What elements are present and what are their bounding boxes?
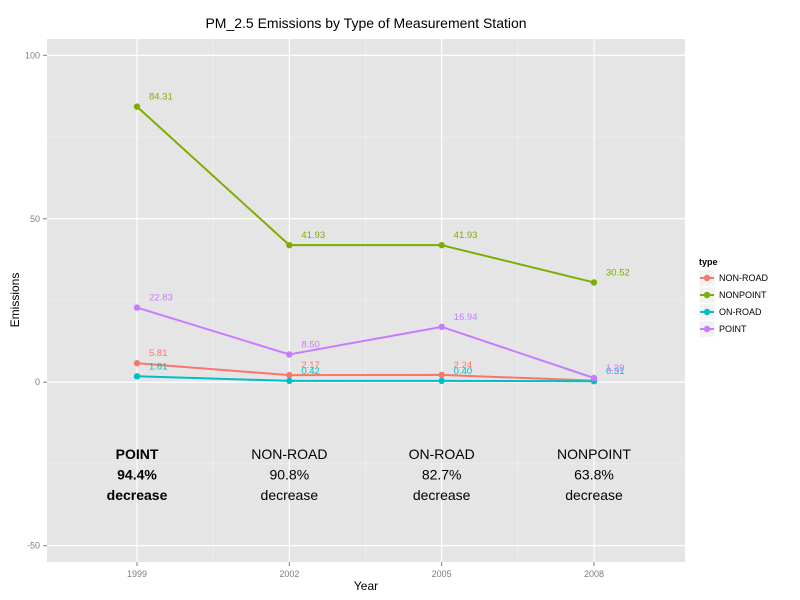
data-point: [286, 351, 293, 358]
annotation-text: 90.8%: [269, 467, 309, 483]
y-tick-label: 50: [30, 214, 40, 224]
data-label: 8.50: [301, 339, 320, 350]
data-label: 84.31: [149, 92, 173, 103]
series-group: [133, 103, 598, 385]
x-tick-label: 2005: [432, 569, 452, 579]
y-tick-label: -50: [27, 541, 40, 551]
annotation-block: NON-ROAD 90.8% decrease: [251, 446, 327, 503]
grid: [47, 39, 685, 562]
legend-key-point: [703, 291, 711, 299]
legend-label: NON-ROAD: [719, 273, 768, 283]
annotation-block: ON-ROAD 82.7% decrease: [409, 446, 475, 503]
x-tick-label: 2008: [584, 569, 604, 579]
legend-item: NON-ROAD: [698, 269, 768, 287]
data-label: 2.17: [301, 360, 320, 371]
data-point: [133, 360, 141, 367]
legend-key-point: [703, 325, 711, 333]
series-line-non-road: [136, 362, 595, 382]
y-tick-label: 100: [25, 50, 40, 60]
x-tick-label: 2002: [279, 569, 299, 579]
data-point: [133, 103, 141, 110]
annotation-text: NONPOINT: [557, 446, 631, 462]
data-label: 16.94: [454, 312, 478, 323]
legend-title: type: [699, 257, 718, 267]
annotation-text: 94.4%: [117, 467, 157, 483]
data-point: [286, 371, 293, 379]
annotation-text: decrease: [413, 487, 471, 503]
data-labels: 5.81 2.17 2.24 84.31 41.93 41.93 30.52 1.81 0.42…: [149, 92, 630, 378]
series-line-on-road: [136, 375, 595, 383]
annotation-text: ON-ROAD: [409, 446, 475, 462]
y-tick-label: 0: [35, 377, 40, 387]
annotation-text: 82.7%: [422, 467, 462, 483]
data-label: 0.42: [301, 366, 320, 377]
data-point: [286, 377, 293, 385]
annotation-text: decrease: [261, 487, 319, 503]
data-point: [438, 241, 445, 249]
data-label: 1.81: [149, 361, 168, 372]
y-axis-title: Emissions: [8, 273, 22, 328]
series-line-nonpoint: [136, 105, 595, 284]
data-label: 2.24: [454, 360, 473, 371]
data-point: [590, 279, 598, 286]
legend-label: POINT: [719, 324, 747, 334]
data-label: 0.31: [606, 366, 625, 377]
data-point: [438, 371, 445, 379]
legend-label: ON-ROAD: [719, 307, 762, 317]
data-point: [438, 323, 445, 331]
series-line-point: [136, 306, 595, 379]
chart-title: PM_2.5 Emissions by Type of Measurement …: [205, 15, 526, 31]
x-tick-label: 1999: [127, 569, 147, 579]
data-point: [133, 304, 141, 311]
data-point: [133, 373, 141, 380]
legend-key-point: [703, 274, 711, 282]
data-label: 41.93: [301, 230, 325, 241]
legend-label: NONPOINT: [719, 290, 767, 300]
data-label: 5.81: [149, 348, 168, 359]
data-label: 22.83: [149, 293, 173, 304]
data-label: 41.93: [454, 230, 478, 241]
annotation-block: POINT 94.4% decrease: [107, 446, 168, 503]
legend-item: ON-ROAD: [698, 303, 762, 321]
annotation-text: decrease: [107, 487, 168, 503]
legend: type NON-ROAD NONPOINT ON-ROAD POINT: [698, 257, 768, 338]
data-label: 30.52: [606, 267, 630, 278]
annotation-text: 63.8%: [574, 467, 614, 483]
data-label: 0.40: [454, 366, 473, 377]
legend-key-point: [703, 308, 711, 316]
legend-item: POINT: [698, 320, 747, 338]
annotation-text: NON-ROAD: [251, 446, 327, 462]
annotations: POINT94.4%decreaseNON-ROAD90.8%decreaseO…: [107, 446, 632, 503]
data-point: [438, 377, 445, 385]
annotation-text: POINT: [116, 446, 159, 462]
data-point: [286, 241, 293, 249]
data-point: [590, 374, 598, 382]
axis-ticks: -50 0 50 100 1999 2002 2005 2008: [25, 50, 604, 579]
x-axis-title: Year: [354, 579, 378, 593]
legend-item: NONPOINT: [698, 286, 767, 304]
annotation-text: decrease: [565, 487, 623, 503]
annotation-block: NONPOINT 63.8% decrease: [557, 446, 631, 503]
data-label: 1.29: [606, 363, 625, 374]
